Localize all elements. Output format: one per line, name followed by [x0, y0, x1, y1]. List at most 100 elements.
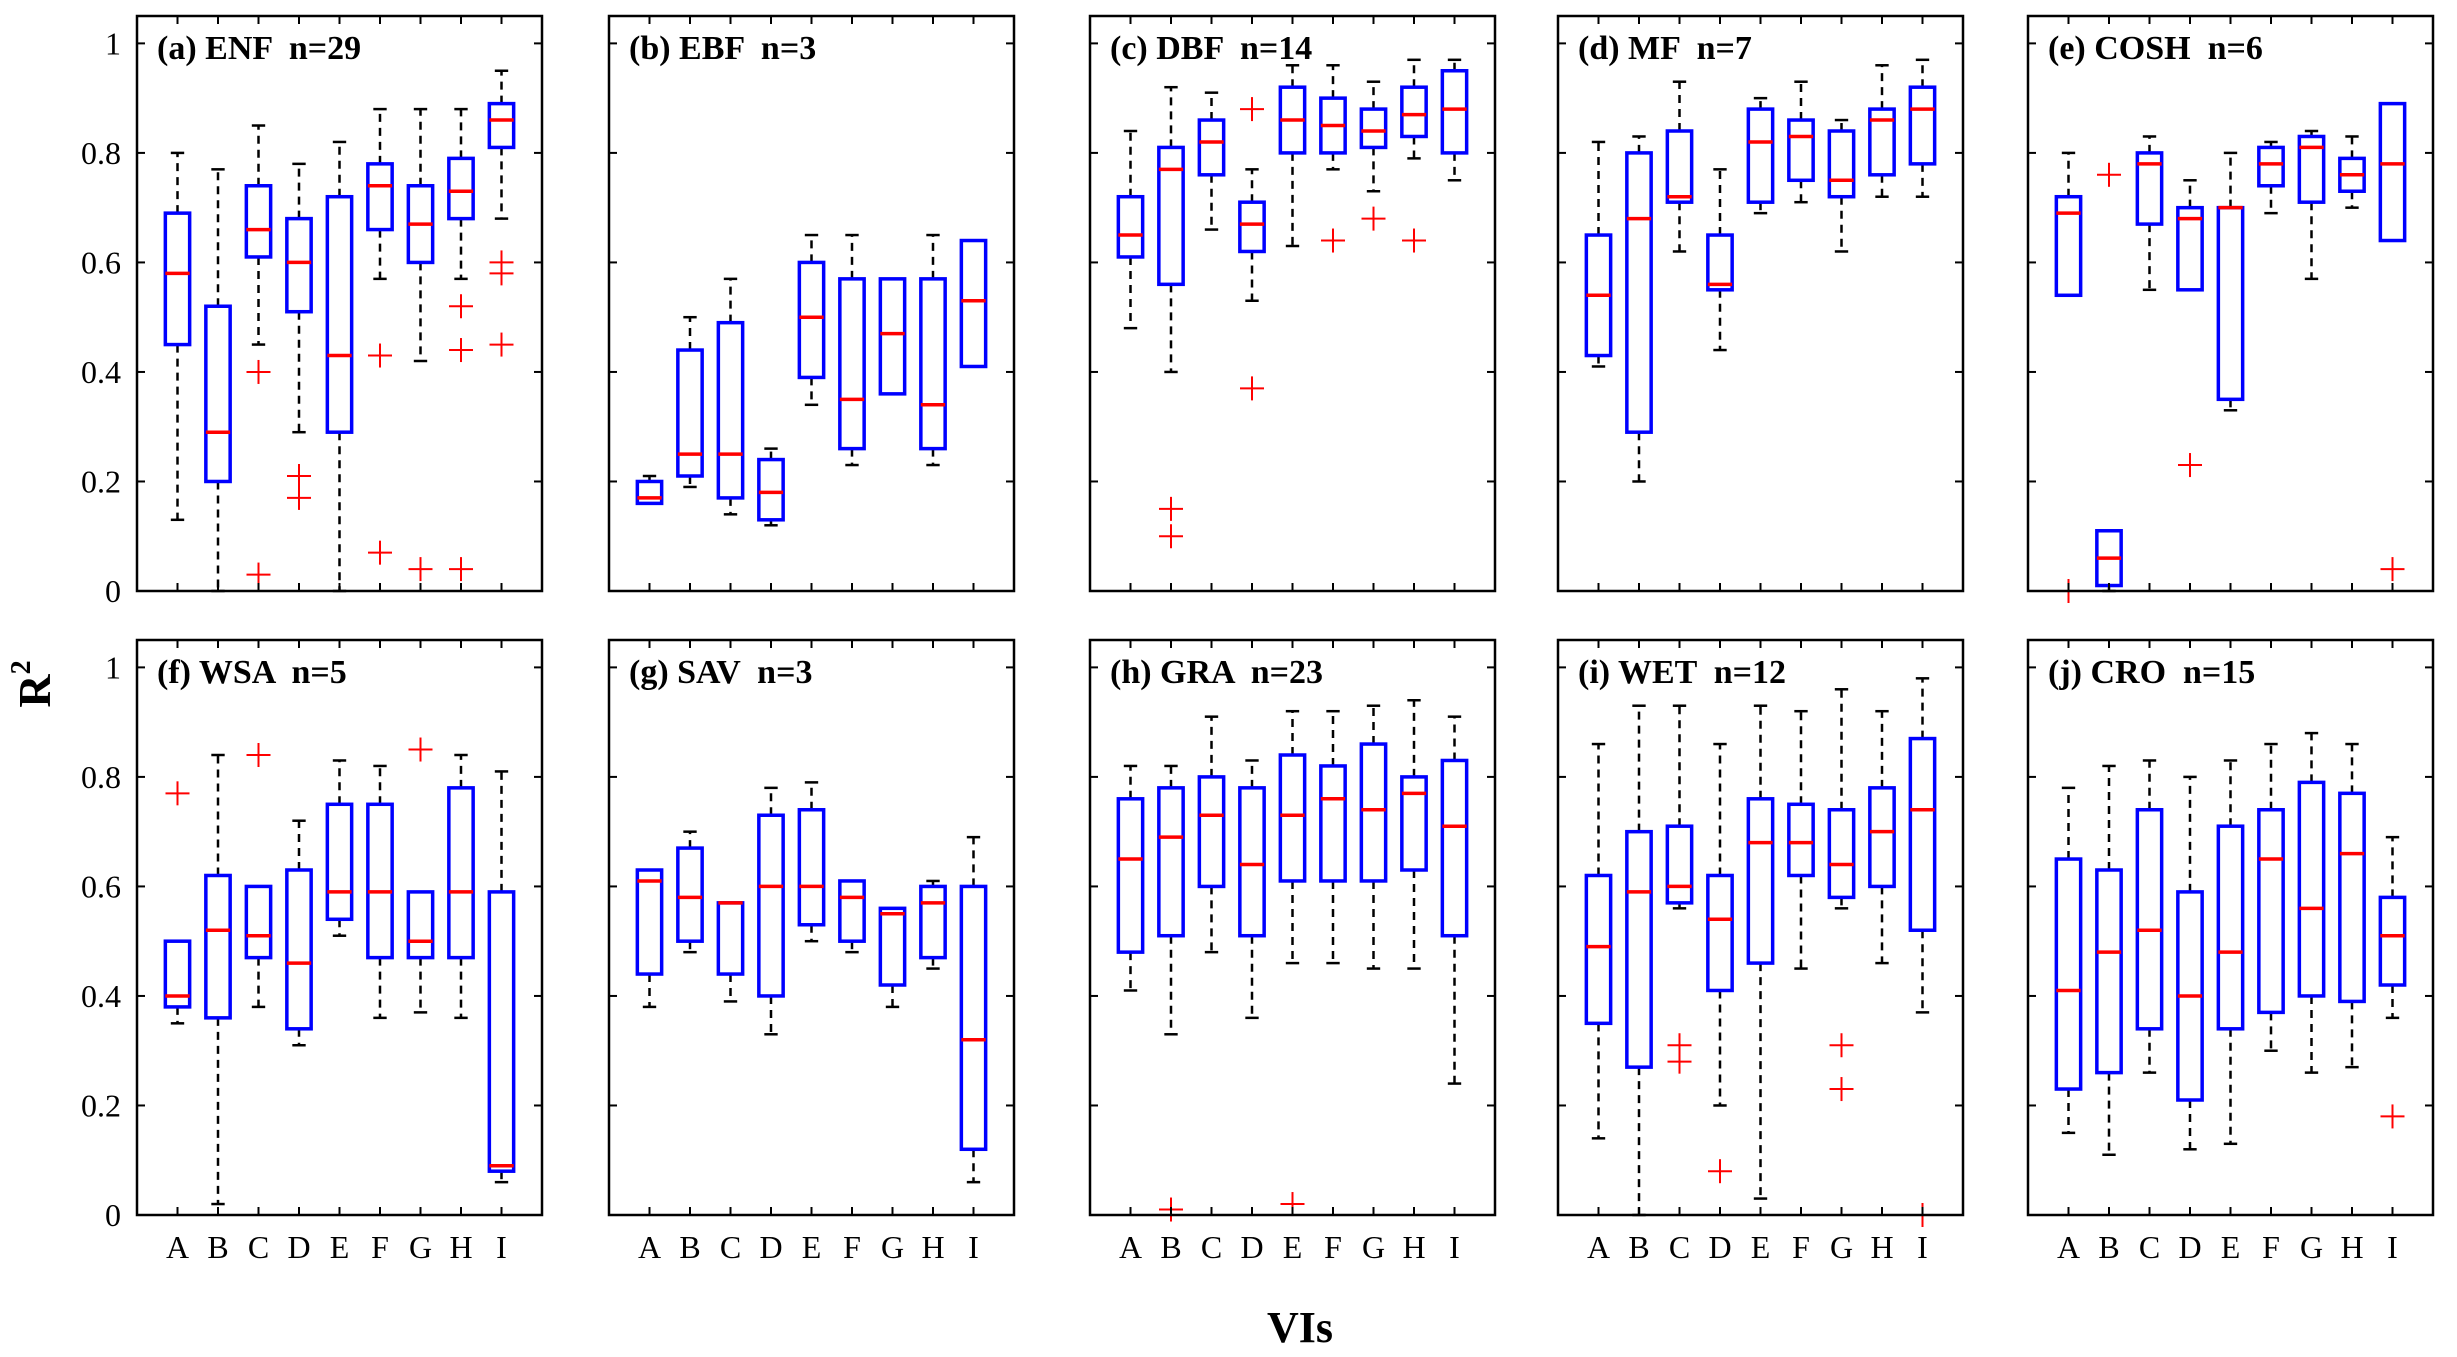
panel-frame	[135, 14, 544, 593]
box-rect	[285, 216, 313, 314]
outlier-marker	[2380, 1104, 2405, 1129]
box-B	[1157, 85, 1185, 549]
box-rect	[838, 879, 866, 943]
panel-frame	[1556, 638, 1965, 1217]
outlier-marker	[408, 557, 433, 582]
outlier-marker	[287, 485, 311, 510]
outlier-marker	[287, 464, 311, 488]
panel-title: (j) CRO n=15	[2048, 654, 2255, 691]
box-rect	[959, 884, 988, 1152]
box-A	[163, 151, 192, 522]
outlier-marker	[2178, 453, 2202, 478]
y-tick-label: 0.8	[81, 135, 121, 171]
y-tick-label: 1	[105, 649, 121, 685]
box-D	[285, 162, 313, 510]
box-rect	[1359, 742, 1388, 883]
box-rect	[2054, 857, 2083, 1091]
x-tick-label: F	[1324, 1229, 1342, 1265]
box-rect	[1278, 753, 1307, 883]
box-H	[447, 107, 475, 582]
x-tick-label: F	[843, 1229, 861, 1265]
box-rect	[1157, 786, 1185, 938]
box-rect	[1359, 107, 1388, 150]
box-rect	[163, 211, 192, 347]
box-rect	[1746, 797, 1775, 965]
x-tick-label: F	[371, 1229, 389, 1265]
box-H	[1868, 709, 1896, 965]
box-rect	[757, 813, 785, 998]
y-axis-label: R2	[6, 660, 60, 707]
x-tick-label: H	[1402, 1229, 1425, 1265]
box-A	[635, 868, 664, 1009]
outlier-marker	[1240, 376, 1264, 401]
x-tick-label: B	[1628, 1229, 1649, 1265]
y-tick-label: 0	[105, 573, 121, 609]
box-C	[1665, 80, 1694, 253]
outlier-marker	[449, 557, 473, 582]
box-D	[757, 786, 785, 1036]
box-rect	[1665, 824, 1694, 905]
box-G	[878, 277, 907, 396]
box-rect	[1319, 764, 1347, 883]
box-rect	[406, 890, 435, 960]
x-tick-label: C	[1669, 1229, 1690, 1265]
x-tick-label: B	[679, 1229, 700, 1265]
outlier-marker	[449, 294, 473, 319]
box-H	[2338, 135, 2366, 209]
box-rect	[487, 890, 516, 1173]
outlier-marker	[368, 540, 392, 565]
box-A	[635, 474, 664, 506]
y-tick-label: 0.8	[81, 759, 121, 795]
box-rect	[1706, 233, 1734, 292]
box-rect	[1706, 873, 1734, 993]
box-H	[919, 233, 947, 467]
panel-9: A B C D E F G H I (i) WET n=12	[1556, 638, 1965, 1265]
box-rect	[716, 901, 745, 976]
panel-title: (a) ENF n=29	[157, 30, 361, 67]
outlier-marker	[165, 781, 190, 806]
panel-title: (d) MF n=7	[1578, 30, 1752, 67]
box-E	[325, 140, 354, 593]
y-tick-label: 0	[105, 1197, 121, 1233]
outlier-marker	[2380, 557, 2405, 582]
box-D	[2176, 179, 2204, 478]
x-tick-label: G	[881, 1229, 904, 1265]
box-rect	[1157, 145, 1185, 287]
box-rect	[1238, 200, 1266, 254]
box-F	[1319, 709, 1347, 965]
box-rect	[1827, 808, 1856, 900]
panel-title: (h) GRA n=23	[1110, 654, 1323, 691]
box-rect	[2216, 824, 2245, 1031]
box-F	[838, 879, 866, 954]
panel-title: (c) DBF n=14	[1110, 30, 1312, 67]
box-rect	[716, 320, 745, 500]
panel-title: (g) SAV n=3	[629, 654, 812, 691]
x-tick-label: G	[409, 1229, 432, 1265]
panel-10: A B C D E F G H I (j) CRO n=15	[2026, 638, 2435, 1265]
box-G	[1827, 688, 1856, 1102]
y-tick-label: 0.2	[81, 463, 121, 499]
panel-frame	[2026, 14, 2435, 593]
x-tick-label: B	[1160, 1229, 1181, 1265]
box-rect	[1827, 129, 1856, 199]
x-tick-label: H	[921, 1229, 944, 1265]
box-rect	[635, 868, 664, 976]
box-C	[1197, 715, 1226, 954]
box-rect	[1197, 775, 1226, 889]
box-rect	[676, 348, 704, 478]
box-D	[285, 819, 313, 1047]
x-tick-label: A	[166, 1229, 189, 1265]
box-I	[1908, 58, 1937, 198]
box-rect	[204, 304, 232, 484]
box-F	[366, 107, 394, 565]
x-tick-label: C	[720, 1229, 741, 1265]
x-tick-label: G	[1830, 1229, 1853, 1265]
box-rect	[2135, 151, 2164, 226]
box-E	[797, 233, 826, 407]
box-rect	[204, 873, 232, 1020]
y-axis-label-superscript: 2	[6, 660, 37, 674]
box-rect	[1665, 129, 1694, 204]
box-rect	[919, 884, 947, 960]
box-rect	[757, 457, 785, 522]
panel-frame	[2026, 638, 2435, 1217]
